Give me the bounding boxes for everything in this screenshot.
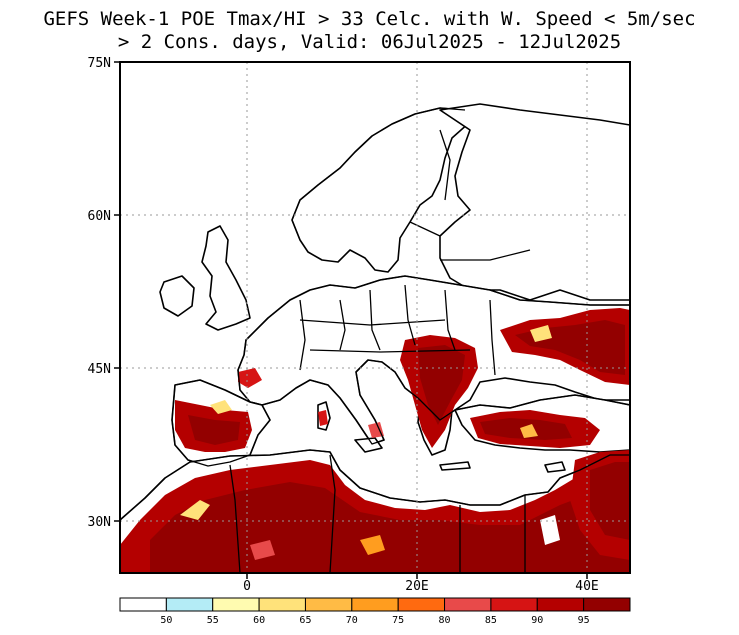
lon-label-20e: 20E [405,579,428,594]
map-frame [119,61,631,574]
colorbar-swatch [304,597,353,612]
colorbar-swatch [583,597,631,612]
lat-label-30n: 30N [88,515,111,530]
lat-label-75n: 75N [88,56,111,71]
colorbar-swatch [397,597,446,612]
colorbar-label: 55 [207,615,219,626]
colorbar-label: 65 [299,615,311,626]
lon-label-0: 0 [243,579,251,594]
colorbar-label: 95 [578,615,590,626]
colorbar-swatch [490,597,538,612]
country-borders [120,107,630,573]
colorbar: 50 55 60 65 70 75 80 85 90 95 [119,597,631,626]
colorbar-label: 60 [253,615,265,626]
axis-ticks [114,61,588,579]
lon-label-40e: 40E [575,579,598,594]
colorbar-swatch [444,597,492,612]
colorbar-swatch [258,597,306,612]
colorbar-swatch [165,597,214,612]
colorbar-label: 75 [392,615,404,626]
colorbar-swatch [351,597,399,612]
colorbar-label: 70 [346,615,358,626]
colorbar-label: 90 [531,615,543,626]
lat-label-60n: 60N [88,209,111,224]
map-title-line-2: > 2 Cons. days, Valid: 06Jul2025 - 12Jul… [117,31,622,53]
colorbar-label: 80 [439,615,451,626]
colorbar-label: 85 [485,615,497,626]
colorbar-label: 50 [160,615,172,626]
colorbar-swatch [212,597,260,612]
lat-label-45n: 45N [88,362,111,377]
gridlines [120,62,630,573]
colorbar-swatch [119,597,167,612]
colorbar-swatch [536,597,585,612]
probability-shading [120,308,630,573]
map-title-line-1: GEFS Week-1 POE Tmax/HI > 33 Celc. with … [43,8,696,30]
